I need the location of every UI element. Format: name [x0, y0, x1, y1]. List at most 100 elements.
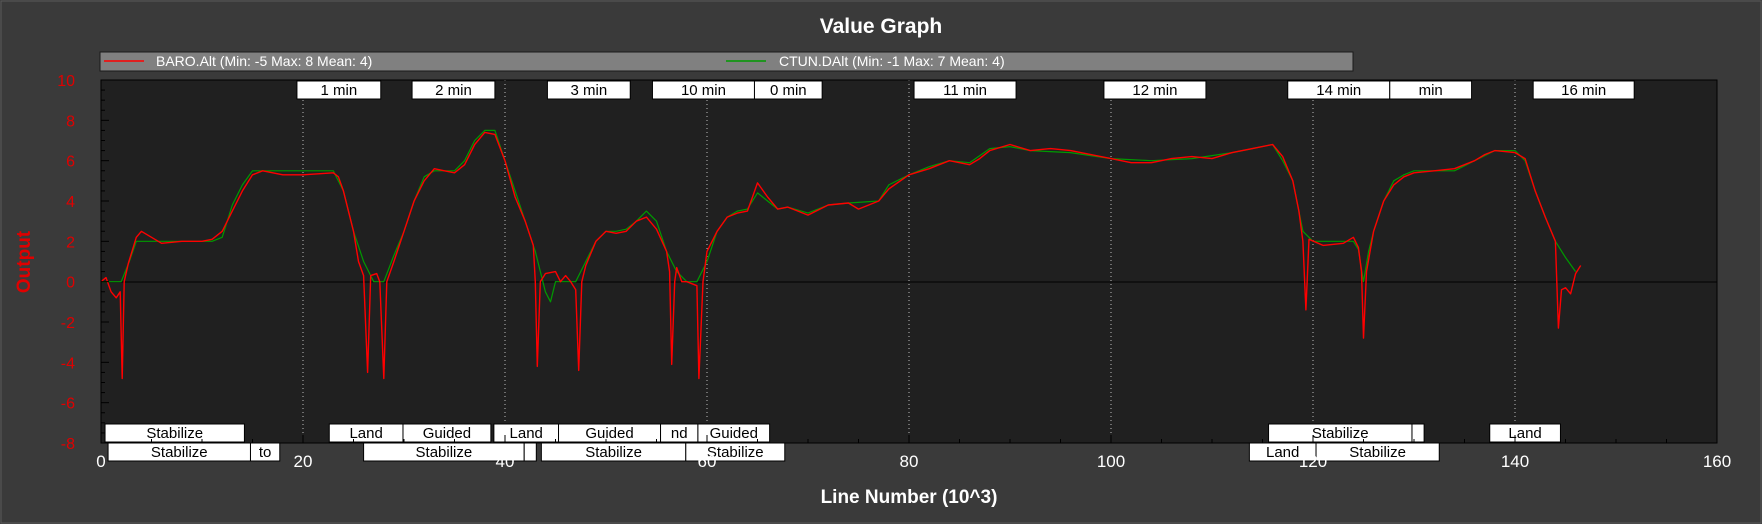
time-label-text-2: 3 min — [570, 82, 607, 99]
time-label-text-6: 12 min — [1132, 82, 1177, 99]
mode-label-top-text-3: Land — [510, 425, 543, 442]
mode-label-top-text-7: Stabilize — [1312, 425, 1369, 442]
x-axis-label: Line Number (10^3) — [821, 487, 998, 508]
time-label-0: 1 min — [296, 80, 382, 100]
time-label-text-4: 0 min — [770, 82, 807, 99]
mode-label-top-5: nd — [660, 423, 699, 443]
mode-label-top-2: Guided — [402, 423, 492, 443]
y-tick-label-6: 4 — [66, 194, 75, 211]
mode-label-bottom-2: Stabilize — [363, 442, 525, 462]
legend-label-ctun: CTUN.DAlt (Min: -1 Max: 7 Mean: 4) — [779, 53, 1005, 69]
mode-label-top-text-4: Guided — [585, 425, 633, 442]
x-tick-label-4: 80 — [900, 452, 919, 471]
time-label-4: 0 min — [753, 80, 823, 100]
y-tick-label-9: 10 — [57, 73, 75, 90]
mode-label-bottom-5: Stabilize — [685, 442, 786, 462]
mode-label-bottom-box-3 — [523, 442, 537, 462]
mode-label-top-box-6 — [697, 423, 771, 443]
x-tick-label-2: 40 — [496, 452, 515, 471]
mode-label-bottom-text-4: Stabilize — [585, 444, 642, 461]
time-label-text-9: 16 min — [1561, 82, 1606, 99]
time-label-boxes: 1 min 2 min 3 min 10 min 0 min 11 min 12 min 14… — [296, 80, 1635, 100]
x-tick-label-1: 20 — [294, 452, 313, 471]
mode-label-bottom-6: Land — [1248, 442, 1317, 462]
mode-label-bottom-text-0: Stabilize — [151, 444, 208, 461]
mode-label-bottom-text-6: Land — [1266, 444, 1299, 461]
time-label-6: 12 min — [1103, 80, 1207, 100]
mode-label-top-text-5: nd — [671, 425, 688, 442]
time-label-box-4 — [753, 80, 823, 100]
mode-label-bottom-text-7: Stabilize — [1349, 444, 1406, 461]
mode-label-bottom-1: to — [249, 442, 281, 462]
chart-title: Value Graph — [820, 15, 943, 38]
mode-label-bottom-text-5: Stabilize — [707, 444, 764, 461]
time-label-box-8 — [1389, 80, 1473, 100]
time-label-3: 10 min — [651, 80, 755, 100]
time-label-box-2 — [546, 80, 631, 100]
x-tick-label-0: 0 — [96, 452, 105, 471]
mode-label-top-6: Guided — [697, 423, 771, 443]
x-axis: 0 20 40 60 80 100 120 140 160 — [96, 435, 1731, 471]
time-label-text-3: 10 min — [681, 82, 726, 99]
flight-mode-boxes: Stabilize Land Guided Land Guided nd Guided Sta… — [104, 423, 1561, 462]
x-tick-label-3: 60 — [698, 452, 717, 471]
time-label-box-9 — [1532, 80, 1635, 100]
y-tick-label-8: 8 — [66, 113, 75, 130]
x-tick-label-5: 100 — [1097, 452, 1125, 471]
mode-label-top-box-9 — [1489, 423, 1561, 443]
y-tick-label-4: 0 — [66, 275, 75, 292]
time-label-2: 3 min — [546, 80, 631, 100]
x-tick-label-8: 160 — [1703, 452, 1731, 471]
mode-label-top-text-2: Guided — [423, 425, 471, 442]
mode-label-top-7: Stabilize — [1268, 423, 1413, 443]
y-axis-label: Output — [14, 230, 35, 293]
x-tick-label-7: 140 — [1501, 452, 1529, 471]
time-label-8: min — [1389, 80, 1473, 100]
mode-label-top-3: Land — [493, 423, 560, 443]
time-label-box-1 — [411, 80, 496, 100]
legend: BARO.Alt (Min: -5 Max: 8 Mean: 4) CTUN.D… — [99, 51, 1354, 72]
mode-label-bottom-text-1: to — [259, 444, 272, 461]
mode-label-bottom-0: Stabilize — [107, 442, 251, 462]
y-tick-label-3: -2 — [61, 315, 75, 332]
y-tick-label-0: -8 — [61, 436, 75, 453]
mode-label-top-8 — [1411, 423, 1425, 443]
mode-label-bottom-text-2: Stabilize — [416, 444, 473, 461]
y-tick-label-5: 2 — [66, 234, 75, 251]
y-tick-label-7: 6 — [66, 154, 75, 171]
mode-label-top-box-2 — [402, 423, 492, 443]
mode-label-top-1: Land — [328, 423, 404, 443]
mode-label-bottom-4: Stabilize — [540, 442, 687, 462]
mode-label-top-0: Stabilize — [104, 423, 245, 443]
time-label-box-5 — [913, 80, 1017, 100]
mode-label-top-text-9: Land — [1508, 425, 1541, 442]
time-label-box-6 — [1103, 80, 1207, 100]
mode-label-bottom-7: Stabilize — [1315, 442, 1440, 462]
time-label-text-1: 2 min — [435, 82, 472, 99]
y-tick-label-1: -6 — [61, 396, 75, 413]
mode-label-top-9: Land — [1489, 423, 1561, 443]
time-label-text-8: min — [1419, 82, 1443, 99]
time-label-text-7: 14 min — [1316, 82, 1361, 99]
y-axis: -8 -6 -4 -2 0 2 4 6 8 10 — [57, 73, 109, 453]
y-tick-label-2: -4 — [61, 355, 75, 372]
time-label-text-5: 11 min — [943, 82, 987, 99]
legend-label-baro: BARO.Alt (Min: -5 Max: 8 Mean: 4) — [156, 53, 372, 69]
mode-label-bottom-3 — [523, 442, 537, 462]
time-label-text-0: 1 min — [321, 82, 358, 99]
x-tick-label-6: 120 — [1299, 452, 1327, 471]
mode-label-top-text-6: Guided — [710, 425, 758, 442]
time-label-9: 16 min — [1532, 80, 1635, 100]
time-marker-lines — [302, 80, 1516, 443]
mode-label-top-box-0 — [104, 423, 245, 443]
series-group — [100, 129, 1582, 380]
time-label-1: 2 min — [411, 80, 496, 100]
time-label-box-0 — [296, 80, 382, 100]
mode-label-top-4: Guided — [558, 423, 662, 443]
mode-label-top-text-0: Stabilize — [146, 425, 203, 442]
series-line-baro-alt — [100, 131, 1582, 380]
time-label-5: 11 min — [913, 80, 1017, 100]
